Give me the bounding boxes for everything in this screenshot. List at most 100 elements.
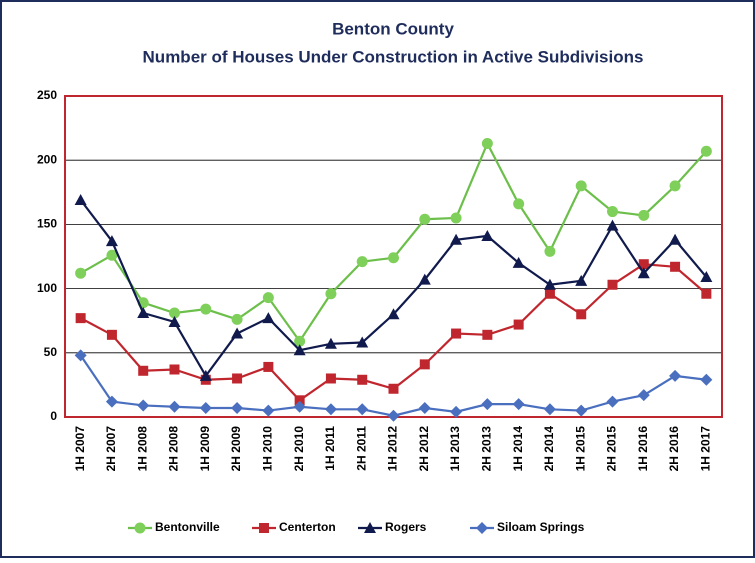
- data-point: [607, 206, 618, 218]
- x-tick-label: 2H 2016: [667, 426, 681, 472]
- data-point: [419, 359, 430, 370]
- data-point: [669, 369, 682, 382]
- data-point: [418, 273, 431, 285]
- data-point: [106, 329, 117, 340]
- data-point: [105, 395, 118, 408]
- data-point: [606, 395, 619, 408]
- data-point: [482, 329, 493, 340]
- data-point: [419, 213, 431, 225]
- data-point: [637, 267, 650, 279]
- data-point: [575, 180, 587, 192]
- x-tick-label: 2H 2015: [605, 426, 619, 472]
- x-tick-label: 2H 2013: [480, 426, 494, 472]
- data-point: [607, 279, 618, 290]
- x-tick-label: 1H 2012: [386, 426, 400, 472]
- data-point: [543, 278, 556, 290]
- x-tick-label: 1H 2014: [511, 426, 525, 472]
- legend-label: Rogers: [385, 520, 427, 534]
- data-point: [512, 256, 525, 268]
- x-tick-label: 1H 2010: [261, 426, 275, 472]
- chart-subtitle: Number of Houses Under Construction in A…: [143, 47, 644, 66]
- data-point: [388, 383, 399, 394]
- legend-marker: [476, 522, 488, 534]
- x-tick-label: 2H 2009: [229, 426, 243, 472]
- x-tick-label: 2H 2010: [292, 426, 306, 472]
- data-point: [200, 303, 212, 315]
- data-point: [231, 313, 243, 325]
- x-tick-label: 1H 2009: [198, 426, 212, 472]
- y-tick-label: 150: [37, 217, 57, 231]
- data-point: [512, 398, 525, 411]
- data-point: [137, 399, 150, 412]
- data-point: [670, 261, 681, 272]
- data-point: [387, 409, 400, 422]
- legend-marker: [259, 523, 269, 533]
- data-point: [575, 404, 588, 417]
- data-point: [231, 402, 244, 415]
- data-point: [169, 364, 180, 375]
- data-point: [481, 138, 493, 150]
- data-point: [388, 252, 399, 264]
- data-point: [701, 288, 712, 299]
- data-point: [638, 259, 649, 270]
- data-point: [74, 194, 87, 206]
- data-point: [74, 349, 87, 362]
- data-point: [168, 400, 181, 413]
- y-tick-label: 0: [50, 409, 57, 423]
- data-point: [544, 288, 555, 299]
- x-tick-label: 1H 2013: [448, 426, 462, 472]
- x-tick-label: 1H 2017: [699, 426, 713, 472]
- data-point: [262, 404, 275, 417]
- x-tick-label: 2H 2008: [167, 426, 181, 472]
- data-point: [294, 335, 306, 347]
- data-point: [356, 256, 368, 268]
- x-tick-label: 2H 2014: [542, 426, 556, 472]
- data-point: [169, 307, 180, 319]
- data-point: [293, 400, 306, 413]
- data-point: [543, 403, 556, 416]
- data-point: [199, 402, 212, 415]
- data-point: [669, 233, 682, 245]
- y-tick-label: 50: [44, 345, 58, 359]
- x-tick-label: 2H 2011: [354, 426, 368, 471]
- data-point: [481, 229, 494, 241]
- data-point: [418, 402, 431, 415]
- legend-label: Bentonville: [155, 520, 220, 534]
- x-tick-label: 1H 2015: [573, 426, 587, 472]
- data-point: [262, 292, 274, 304]
- data-point: [451, 328, 462, 339]
- data-point: [576, 309, 587, 320]
- legend-marker: [364, 522, 376, 533]
- data-point: [293, 344, 306, 356]
- x-tick-label: 2H 2007: [104, 426, 118, 472]
- x-tick-label: 1H 2007: [73, 426, 87, 472]
- data-point: [481, 398, 494, 411]
- x-tick-label: 1H 2011: [323, 426, 337, 471]
- y-tick-label: 250: [37, 88, 57, 102]
- data-point: [513, 198, 525, 210]
- data-point: [324, 337, 337, 349]
- data-point: [450, 233, 463, 245]
- data-point: [106, 249, 118, 261]
- y-tick-label: 100: [37, 281, 57, 295]
- data-point: [325, 288, 337, 300]
- data-point: [262, 312, 275, 324]
- data-point: [606, 219, 619, 231]
- data-point: [325, 373, 336, 384]
- data-point: [700, 145, 712, 157]
- data-point: [168, 315, 181, 327]
- data-point: [356, 336, 369, 348]
- y-tick-label: 200: [37, 152, 57, 166]
- data-point: [356, 403, 369, 416]
- x-tick-label: 1H 2016: [636, 426, 650, 472]
- data-point: [700, 373, 713, 386]
- data-point: [231, 327, 244, 339]
- data-point: [199, 369, 212, 381]
- data-point: [357, 374, 368, 385]
- legend-label: Centerton: [279, 520, 336, 534]
- data-point: [700, 271, 713, 283]
- chart-title: Benton County: [332, 19, 454, 38]
- x-tick-label: 2H 2012: [417, 426, 431, 472]
